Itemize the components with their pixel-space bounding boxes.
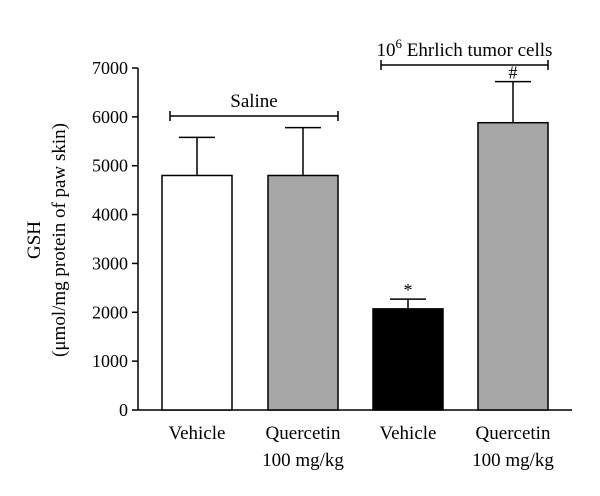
x-axis-labels: Vehicle Quercetin 100 mg/kg Vehicle Querceti… [169, 423, 555, 471]
significance-marker: * [404, 280, 413, 300]
axes: 0 1000 2000 3000 4000 5000 6000 7000 [92, 58, 572, 420]
y-tick-label: 4000 [92, 205, 128, 225]
bar [161, 174, 233, 411]
y-axis-title-line1: GSH [24, 221, 45, 259]
x-category-label: 100 mg/kg [262, 450, 344, 471]
bar [477, 121, 549, 411]
x-category-label: Vehicle [380, 423, 437, 444]
x-category-label: Quercetin [476, 423, 551, 444]
group-label: Saline [230, 91, 278, 112]
significance-marker: # [509, 63, 518, 83]
y-tick-label: 7000 [92, 58, 128, 78]
significance-markers: *# [404, 63, 518, 300]
y-tick-label: 2000 [92, 302, 128, 322]
y-tick-label: 0 [119, 400, 128, 420]
bar [267, 174, 339, 411]
x-category-label: 100 mg/kg [472, 450, 554, 471]
y-tick-label: 6000 [92, 107, 128, 127]
group-brackets: Saline 106 Ehrlich tumor cells [169, 36, 553, 121]
bars [161, 121, 549, 411]
x-category-label: Quercetin [266, 423, 341, 444]
y-tick-label: 3000 [92, 253, 128, 273]
error-bars [179, 80, 531, 309]
group-label: 106 Ehrlich tumor cells [377, 36, 553, 61]
bar [372, 308, 444, 411]
x-category-label: Vehicle [169, 423, 226, 444]
y-tick-label: 5000 [92, 156, 128, 176]
y-axis-title-line2: (μmol/mg protein of paw skin) [49, 123, 70, 357]
y-tick-label: 1000 [92, 351, 128, 371]
